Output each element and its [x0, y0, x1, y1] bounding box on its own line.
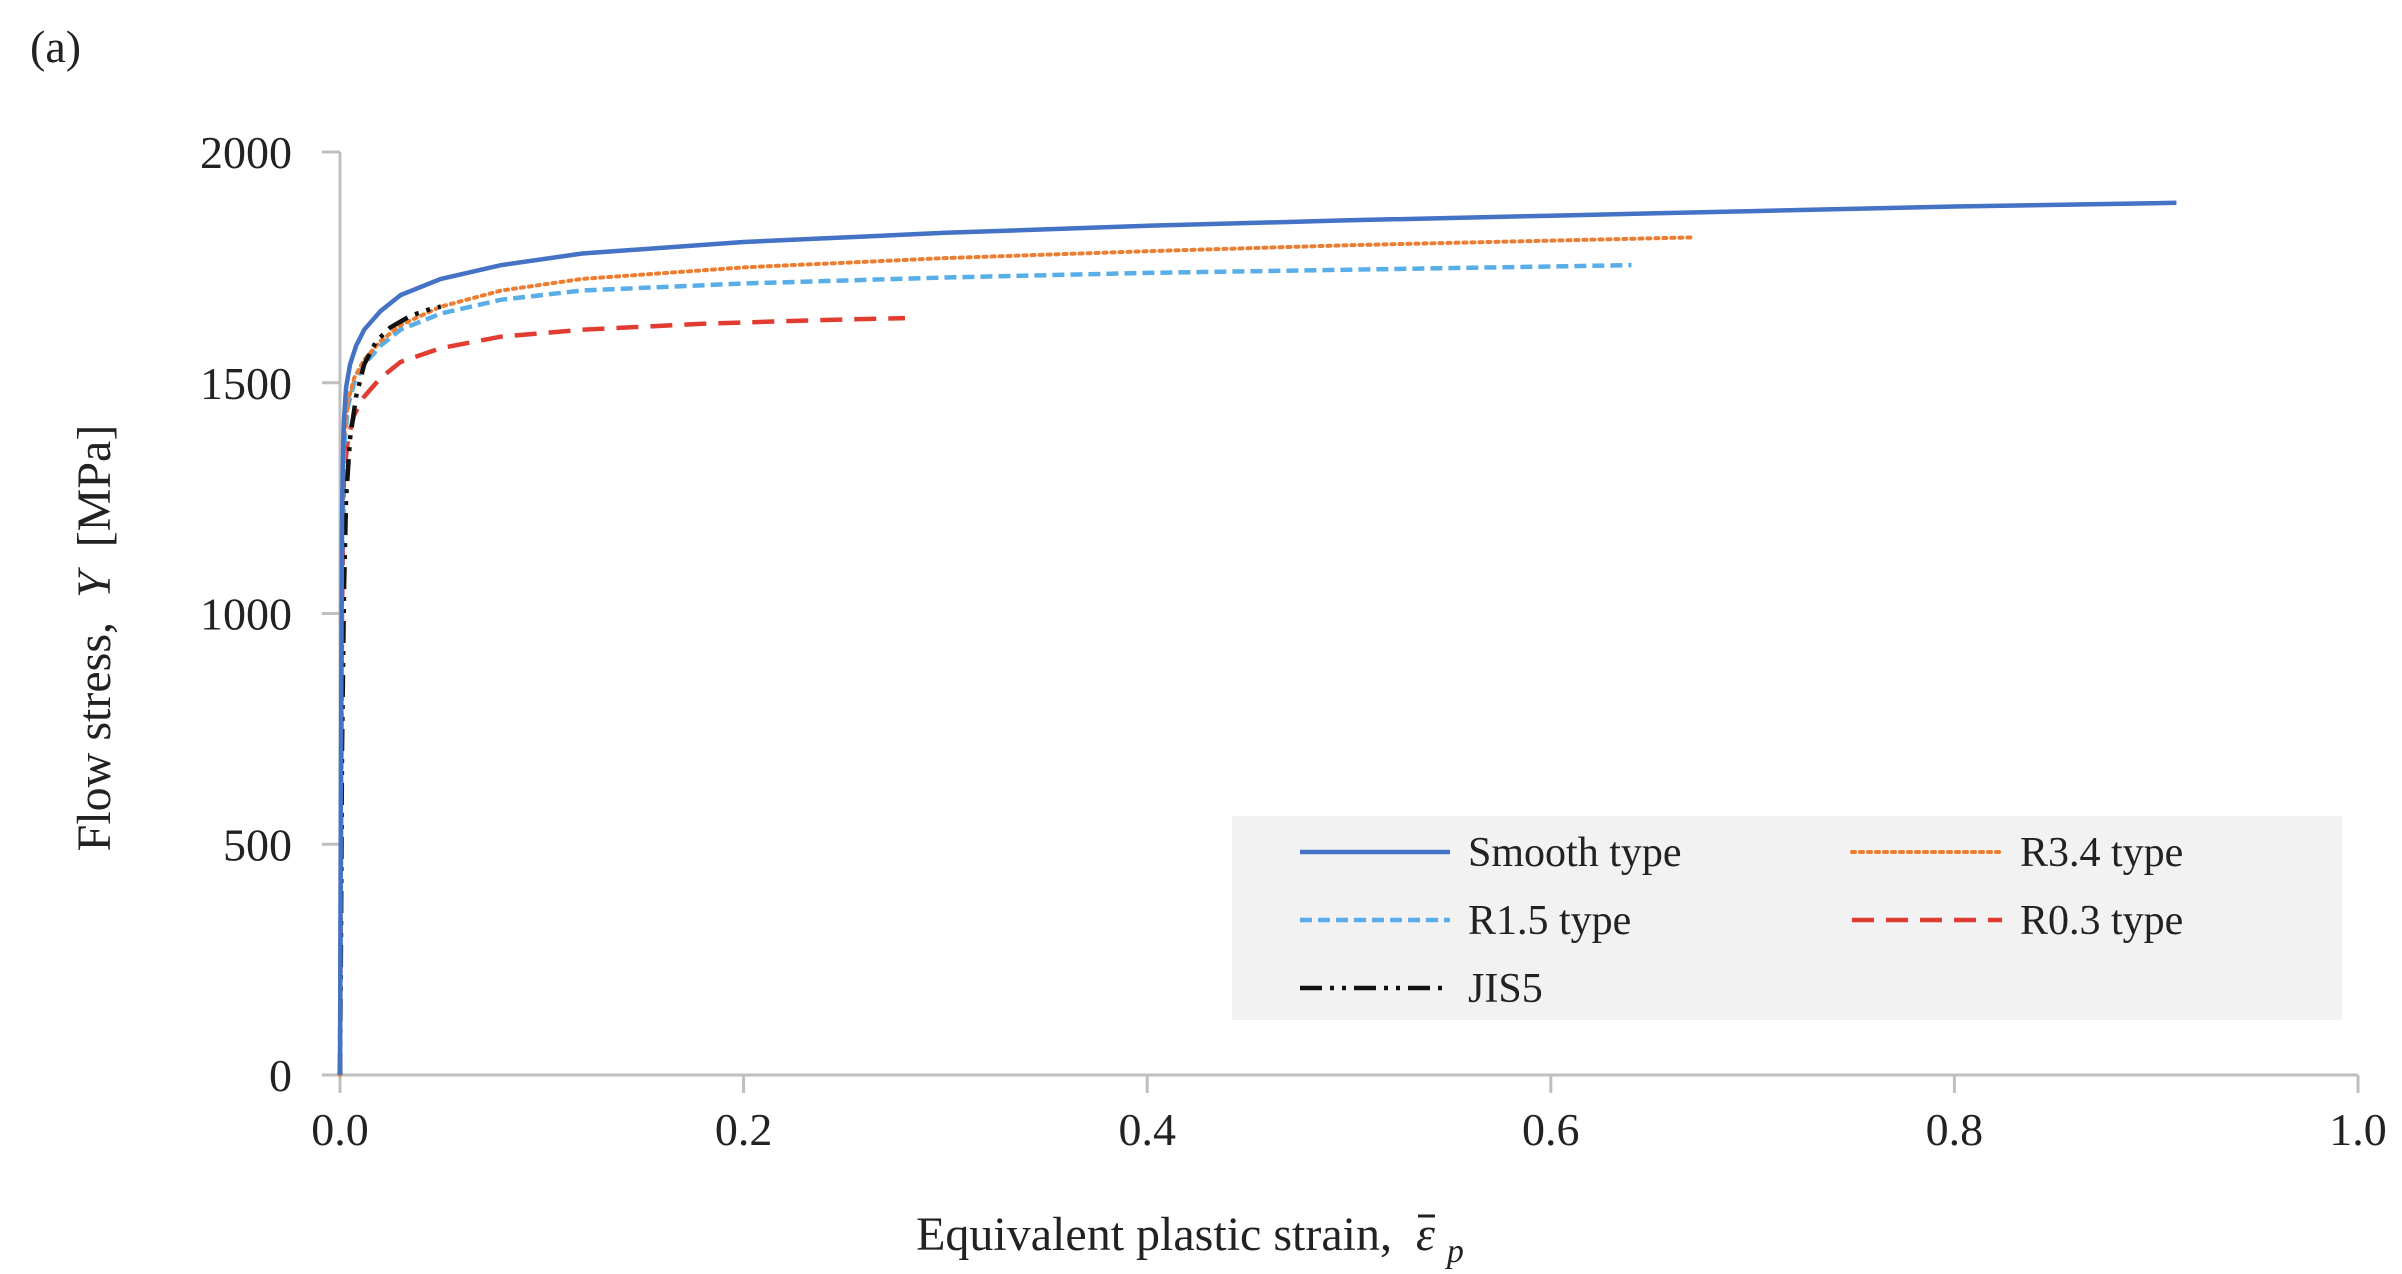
y-axis-title-symbol: Y [68, 567, 121, 598]
y-axis-title-unit: [MPa] [68, 425, 121, 548]
panel-label: (a) [30, 21, 81, 72]
legend-label: JIS5 [1468, 966, 1543, 1012]
legend-label: R1.5 type [1468, 898, 1631, 944]
y-tick-label: 2000 [200, 127, 292, 178]
y-tick-label: 0 [269, 1050, 292, 1101]
x-tick-label: 0.0 [311, 1104, 369, 1155]
y-tick-label: 1500 [200, 358, 292, 409]
y-axis-title: Flow stress, Y [MPa] [68, 425, 121, 852]
legend-label: Smooth type [1468, 830, 1682, 876]
legend-label: R0.3 type [2020, 898, 2183, 944]
x-axis-title: Equivalent plastic strain, ε p [916, 1208, 1464, 1270]
x-axis-title-symbol: ε [1416, 1208, 1435, 1261]
series-line-r1-5-type [337, 262, 1632, 1076]
x-tick-label: 0.2 [715, 1104, 773, 1155]
y-axis-title-text: Flow stress, [68, 622, 121, 851]
series-line-r0-3-type [337, 315, 906, 1076]
legend: Smooth type R3.4 type R1.5 type R0.3 type JI… [1232, 816, 2342, 1020]
y-tick-label: 1000 [200, 589, 292, 640]
plot-area: 0 500 1000 1500 2000 0.0 0.2 0.4 0.6 0.8 1.0 [200, 127, 2387, 1155]
x-tick-label: 0.6 [1522, 1104, 1580, 1155]
y-tick-label: 500 [223, 819, 292, 870]
legend-label: R3.4 type [2020, 830, 2183, 876]
series-line-jis5 [337, 304, 442, 1076]
series-line-smooth-type [337, 200, 2177, 1076]
x-axis-title-text: Equivalent plastic strain, [916, 1208, 1392, 1261]
x-tick-label: 0.4 [1118, 1104, 1176, 1155]
x-tick-label: 1.0 [2329, 1104, 2387, 1155]
x-tick-label: 0.8 [1926, 1104, 1984, 1155]
x-axis-title-subscript: p [1445, 1233, 1464, 1270]
